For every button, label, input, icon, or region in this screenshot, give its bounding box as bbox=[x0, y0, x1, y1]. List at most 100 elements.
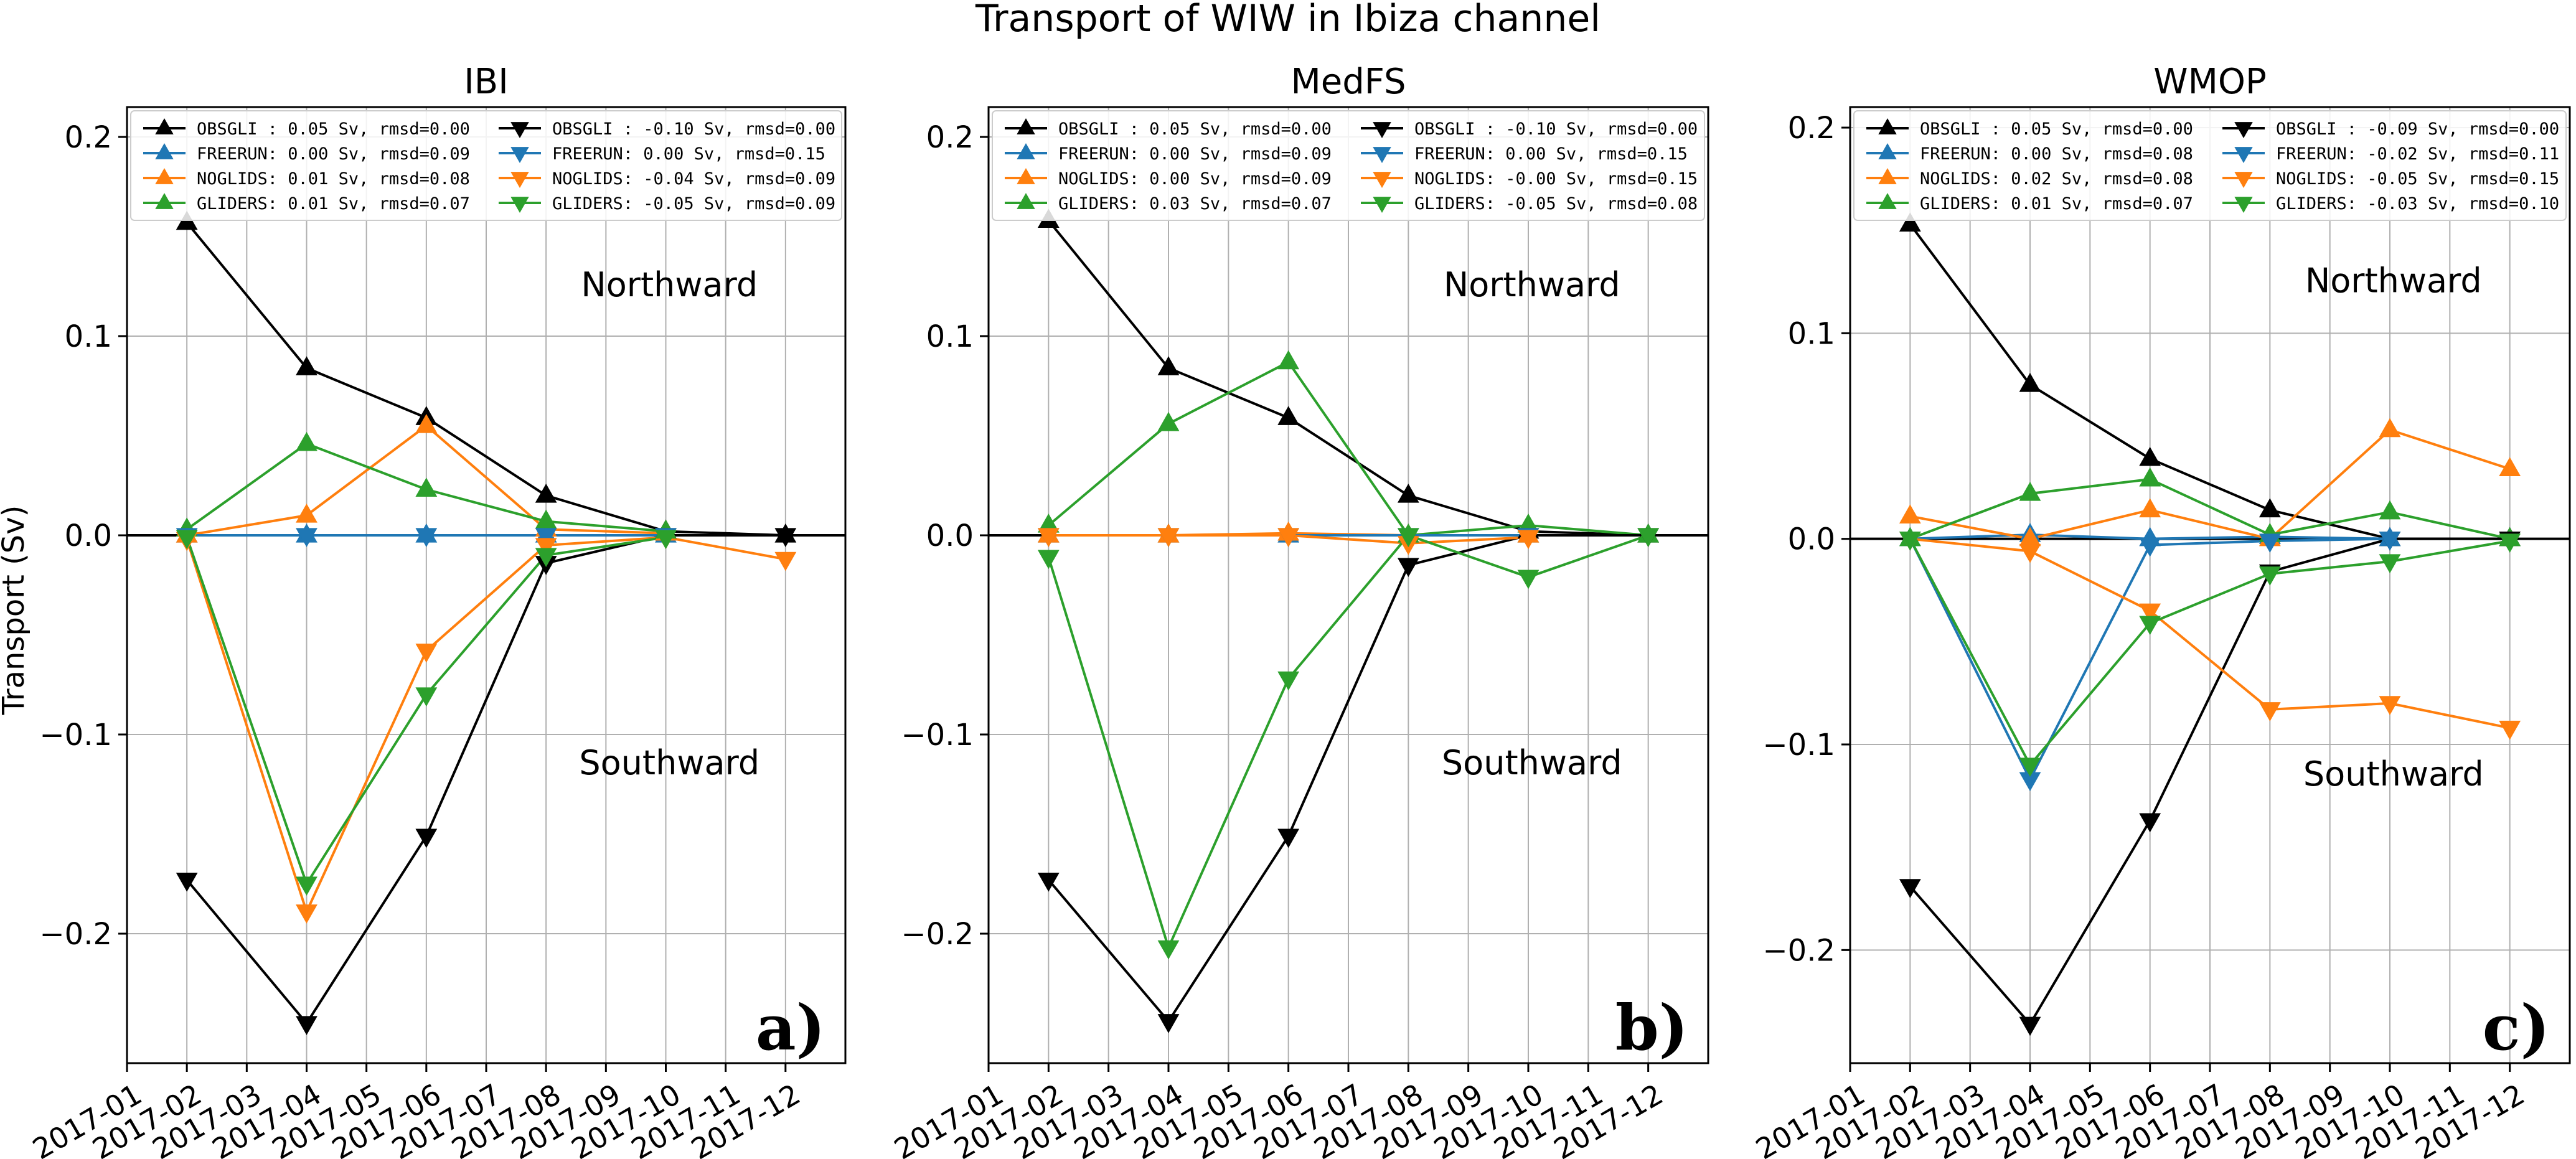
data-point-gliders-north bbox=[296, 431, 317, 451]
southward-label: Southward bbox=[1442, 743, 1622, 782]
northward-label: Northward bbox=[581, 265, 758, 304]
y-tick-label: −0.1 bbox=[901, 718, 974, 753]
legend-entry: FREERUN: -0.02 Sv, rmsd=0.11 bbox=[2276, 144, 2559, 164]
y-tick-label: −0.1 bbox=[1762, 728, 1835, 762]
legend-marker-gliders bbox=[1017, 193, 1035, 209]
data-point-gliders-south bbox=[296, 876, 317, 896]
legend-entry: GLIDERS: -0.03 Sv, rmsd=0.10 bbox=[2276, 194, 2559, 214]
y-tick-label: 0.1 bbox=[1788, 316, 1835, 351]
northward-label: Northward bbox=[2305, 261, 2482, 300]
legend-marker-obsgli bbox=[1017, 118, 1035, 134]
legend-marker-noglids bbox=[1017, 168, 1035, 184]
legend-marker-noglids bbox=[510, 172, 529, 188]
y-tick-label: 0.0 bbox=[65, 518, 112, 553]
legend-marker-gliders bbox=[1878, 193, 1897, 209]
data-point-freerun-south bbox=[2259, 533, 2281, 553]
legend-marker-freerun bbox=[510, 147, 529, 163]
legend-entry: OBSGLI : -0.10 Sv, rmsd=0.00 bbox=[552, 120, 835, 139]
data-point-noglids-north bbox=[2499, 457, 2521, 477]
northward-label: Northward bbox=[1444, 265, 1620, 304]
data-point-gliders-south bbox=[1517, 570, 1539, 589]
legend-entry: OBSGLI : -0.10 Sv, rmsd=0.00 bbox=[1414, 120, 1698, 139]
data-point-obsgli-north bbox=[1157, 356, 1180, 375]
data-point-gliders-south bbox=[1899, 532, 1921, 551]
data-point-noglids-south bbox=[2499, 720, 2521, 740]
southward-label: Southward bbox=[2303, 754, 2484, 794]
series-line-obsgli-north bbox=[1047, 220, 1648, 537]
data-point-freerun-south bbox=[296, 528, 317, 548]
legend-entry: GLIDERS: -0.05 Sv, rmsd=0.09 bbox=[552, 194, 835, 214]
y-tick-label: 0.0 bbox=[1788, 522, 1835, 557]
y-tick-label: −0.1 bbox=[39, 718, 112, 753]
series-line-obsgli-south bbox=[1047, 534, 1648, 1024]
data-point-gliders-north bbox=[2139, 467, 2161, 487]
data-point-gliders-south bbox=[1637, 528, 1660, 548]
y-tick-label: 0.1 bbox=[926, 319, 974, 354]
axes-frame bbox=[987, 106, 1709, 1064]
y-tick-label: 0.0 bbox=[926, 518, 974, 553]
legend-entry: NOGLIDS: 0.01 Sv, rmsd=0.08 bbox=[197, 169, 470, 189]
series-line-noglids-south bbox=[1910, 537, 2511, 730]
data-point-gliders-north bbox=[415, 477, 438, 497]
legend-marker-noglids bbox=[1373, 172, 1391, 188]
data-point-obsgli-south bbox=[1277, 828, 1300, 848]
data-point-obsgli-north bbox=[2019, 372, 2041, 392]
axes-frame bbox=[1849, 106, 2571, 1064]
data-point-gliders-south bbox=[535, 548, 557, 568]
legend-entry: NOGLIDS: -0.05 Sv, rmsd=0.15 bbox=[2276, 169, 2559, 189]
legend-marker-freerun bbox=[2234, 147, 2253, 163]
data-point-obsgli-south bbox=[415, 828, 438, 848]
data-point-noglids-south bbox=[415, 643, 438, 663]
data-point-gliders-north bbox=[2019, 481, 2041, 501]
panel-label: c) bbox=[2483, 991, 2550, 1064]
data-point-obsgli-south bbox=[1397, 558, 1419, 578]
panel-label: a) bbox=[756, 991, 825, 1064]
legend-marker-obsgli bbox=[1878, 118, 1897, 134]
legend-marker-freerun bbox=[155, 143, 174, 159]
legend-entry: FREERUN: 0.00 Sv, rmsd=0.09 bbox=[1058, 144, 1332, 164]
data-point-freerun-south bbox=[2139, 537, 2161, 557]
series-line-noglids-south bbox=[186, 536, 786, 916]
data-point-noglids-south bbox=[774, 551, 797, 571]
data-point-gliders-south bbox=[655, 530, 677, 550]
data-point-gliders-north bbox=[1277, 350, 1300, 370]
southward-label: Southward bbox=[579, 743, 759, 782]
legend-marker-gliders bbox=[2234, 197, 2253, 213]
y-tick-label: −0.2 bbox=[1762, 933, 1835, 968]
data-point-noglids-north bbox=[415, 413, 438, 433]
data-point-noglids-south bbox=[2019, 543, 2041, 563]
legend-box bbox=[992, 110, 1705, 221]
series-line-obsgli-south bbox=[1909, 537, 2510, 1026]
legend-entry: FREERUN: 0.00 Sv, rmsd=0.15 bbox=[552, 144, 825, 164]
data-point-gliders-south bbox=[1157, 940, 1180, 960]
data-point-obsgli-north bbox=[1277, 406, 1300, 425]
data-point-noglids-south bbox=[2139, 603, 2161, 623]
panel-title: MedFS bbox=[1290, 62, 1406, 102]
data-point-gliders-south bbox=[1037, 550, 1060, 570]
data-point-obsgli-south bbox=[2139, 813, 2161, 833]
y-tick-label: −0.2 bbox=[39, 917, 112, 952]
legend-marker-freerun bbox=[1373, 147, 1391, 163]
series-line-gliders-north bbox=[1048, 360, 1648, 537]
legend-entry: OBSGLI : -0.09 Sv, rmsd=0.00 bbox=[2276, 120, 2559, 139]
panel-title: WMOP bbox=[2153, 62, 2267, 102]
legend-marker-obsgli bbox=[155, 118, 174, 134]
data-point-gliders-south bbox=[415, 687, 438, 707]
y-tick-label: 0.2 bbox=[1788, 111, 1835, 146]
legend-entry: FREERUN: 0.00 Sv, rmsd=0.15 bbox=[1414, 144, 1688, 164]
series-line-obsgli-north bbox=[186, 222, 786, 537]
legend-marker-freerun bbox=[1878, 143, 1897, 159]
data-point-noglids-south bbox=[1157, 528, 1180, 548]
data-point-obsgli-south bbox=[176, 872, 198, 892]
panel-medfs: −0.2−0.10.00.10.22017-012017-022017-0320… bbox=[888, 62, 1709, 1159]
y-tick-label: 0.2 bbox=[65, 120, 112, 155]
data-point-freerun-south bbox=[535, 528, 557, 548]
y-tick-label: −0.2 bbox=[901, 917, 974, 952]
series-group bbox=[1037, 209, 1660, 1033]
data-point-noglids-north bbox=[2379, 418, 2401, 438]
legend-entry: GLIDERS: 0.03 Sv, rmsd=0.07 bbox=[1058, 194, 1332, 214]
data-point-obsgli-north bbox=[2259, 498, 2281, 518]
legend-marker-noglids bbox=[2234, 172, 2253, 188]
data-point-noglids-south bbox=[535, 538, 557, 558]
